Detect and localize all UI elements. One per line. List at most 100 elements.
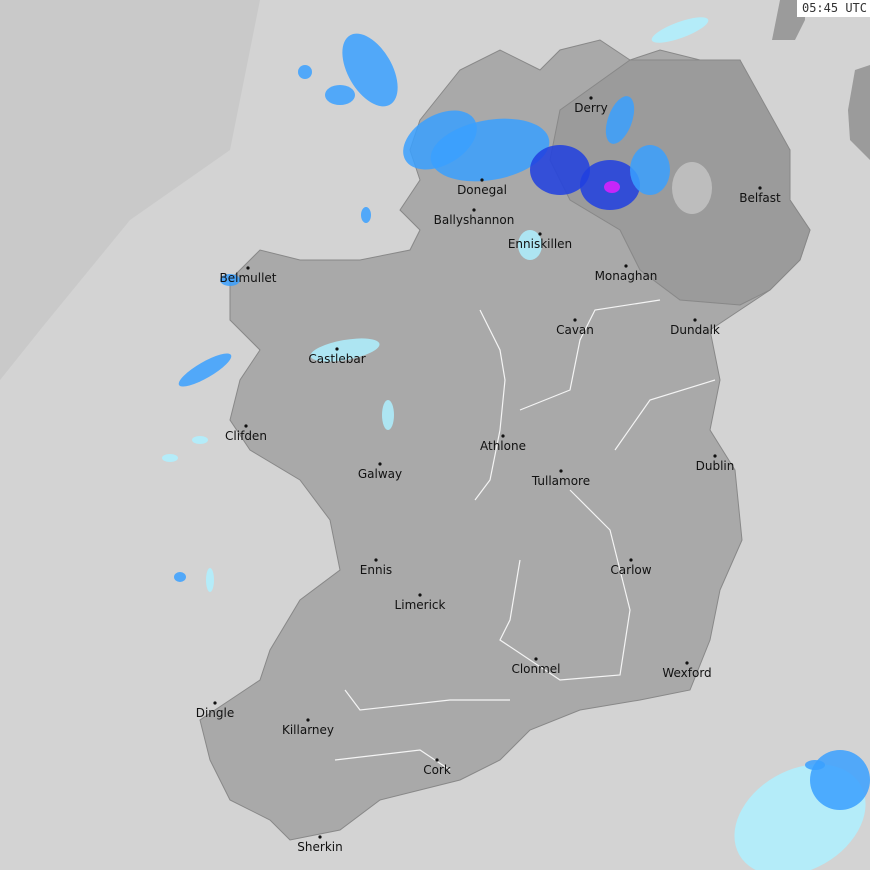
city-athlone: Athlone — [480, 434, 526, 453]
city-dot — [318, 835, 322, 839]
city-dot — [246, 266, 250, 270]
city-dot — [374, 558, 378, 562]
city-dingle: Dingle — [196, 701, 235, 720]
city-dot — [758, 186, 762, 190]
city-dot — [435, 758, 439, 762]
city-label: Castlebar — [308, 352, 365, 366]
city-label: Enniskillen — [508, 237, 572, 251]
scotland-landmass — [772, 0, 805, 40]
rain-echo — [220, 274, 240, 286]
city-killarney: Killarney — [282, 718, 334, 737]
city-label: Galway — [358, 467, 402, 481]
city-clonmel: Clonmel — [511, 657, 561, 676]
city-carlow: Carlow — [610, 558, 652, 577]
city-dot — [538, 232, 542, 236]
city-donegal: Donegal — [457, 178, 507, 197]
city-label: Wexford — [662, 666, 711, 680]
city-limerick: Limerick — [395, 593, 446, 612]
city-label: Limerick — [395, 598, 446, 612]
city-dot — [693, 318, 697, 322]
rain-echo — [325, 85, 355, 105]
city-derry: Derry — [574, 96, 608, 115]
city-dublin: Dublin — [696, 454, 735, 473]
rain-echoes — [162, 17, 870, 870]
rain-echo — [382, 400, 394, 430]
rain-echo — [298, 65, 312, 79]
offshore-zone — [0, 0, 260, 380]
rain-echo — [192, 436, 208, 444]
rain-echo — [342, 33, 398, 107]
city-dot — [306, 718, 310, 722]
city-label: Tullamore — [531, 474, 590, 488]
city-label: Cork — [423, 763, 451, 777]
rain-echo — [174, 572, 186, 582]
city-castlebar: Castlebar — [308, 347, 366, 366]
city-dundalk: Dundalk — [670, 318, 720, 337]
rain-echo — [605, 96, 635, 144]
lough-neagh — [672, 162, 712, 214]
rain-echo — [518, 230, 542, 260]
city-ballyshannon: Ballyshannon — [434, 208, 515, 227]
rain-echo — [530, 145, 590, 195]
rivers — [334, 299, 716, 771]
rain-echo — [361, 207, 371, 223]
city-monaghan: Monaghan — [595, 264, 658, 283]
rain-echo — [178, 353, 232, 387]
city-label: Cavan — [556, 323, 594, 337]
rain-echo — [810, 750, 870, 810]
city-label: Clonmel — [511, 662, 560, 676]
city-ennis: Ennis — [360, 558, 392, 577]
rain-echo — [206, 568, 214, 592]
city-dot — [685, 661, 689, 665]
city-galway: Galway — [358, 462, 402, 481]
city-label: Killarney — [282, 723, 334, 737]
rain-echo — [604, 181, 620, 193]
city-label: Sherkin — [297, 840, 342, 854]
city-dot — [480, 178, 484, 182]
rain-echo — [310, 338, 380, 362]
city-dot — [335, 347, 339, 351]
city-label: Ballyshannon — [434, 213, 515, 227]
timestamp: 05:45 UTC — [796, 0, 870, 17]
city-dot — [589, 96, 593, 100]
city-label: Derry — [574, 101, 607, 115]
city-cavan: Cavan — [556, 318, 594, 337]
scotland-landmass-2 — [848, 65, 870, 160]
city-dot — [501, 434, 505, 438]
city-dot — [559, 469, 563, 473]
city-dot — [378, 462, 382, 466]
city-label: Dublin — [696, 459, 735, 473]
city-label: Carlow — [610, 563, 651, 577]
city-clifden: Clifden — [225, 424, 267, 443]
city-label: Athlone — [480, 439, 526, 453]
city-belmullet: Belmullet — [220, 266, 277, 285]
city-sherkin: Sherkin — [297, 835, 343, 854]
city-tullamore: Tullamore — [531, 469, 590, 488]
rain-echo — [430, 118, 550, 182]
city-markers: Derry Donegal Ballyshannon Enniskillen Belfa… — [196, 96, 781, 854]
rain-echo — [162, 454, 178, 462]
city-dot — [213, 701, 217, 705]
city-cork: Cork — [423, 758, 451, 777]
city-wexford: Wexford — [662, 661, 712, 680]
city-dot — [624, 264, 628, 268]
rain-echo — [630, 145, 670, 195]
city-label: Belfast — [739, 191, 781, 205]
city-label: Belmullet — [220, 271, 277, 285]
city-dot — [418, 593, 422, 597]
city-label: Donegal — [457, 183, 507, 197]
city-label: Clifden — [225, 429, 267, 443]
city-label: Monaghan — [595, 269, 658, 283]
city-label: Dundalk — [670, 323, 720, 337]
city-dot — [244, 424, 248, 428]
city-label: Ennis — [360, 563, 392, 577]
city-enniskillen: Enniskillen — [508, 232, 572, 251]
rain-echo — [651, 17, 709, 43]
city-dot — [629, 558, 633, 562]
city-belfast: Belfast — [739, 186, 781, 205]
city-label: Dingle — [196, 706, 235, 720]
city-dot — [534, 657, 538, 661]
city-dot — [472, 208, 476, 212]
city-dot — [713, 454, 717, 458]
